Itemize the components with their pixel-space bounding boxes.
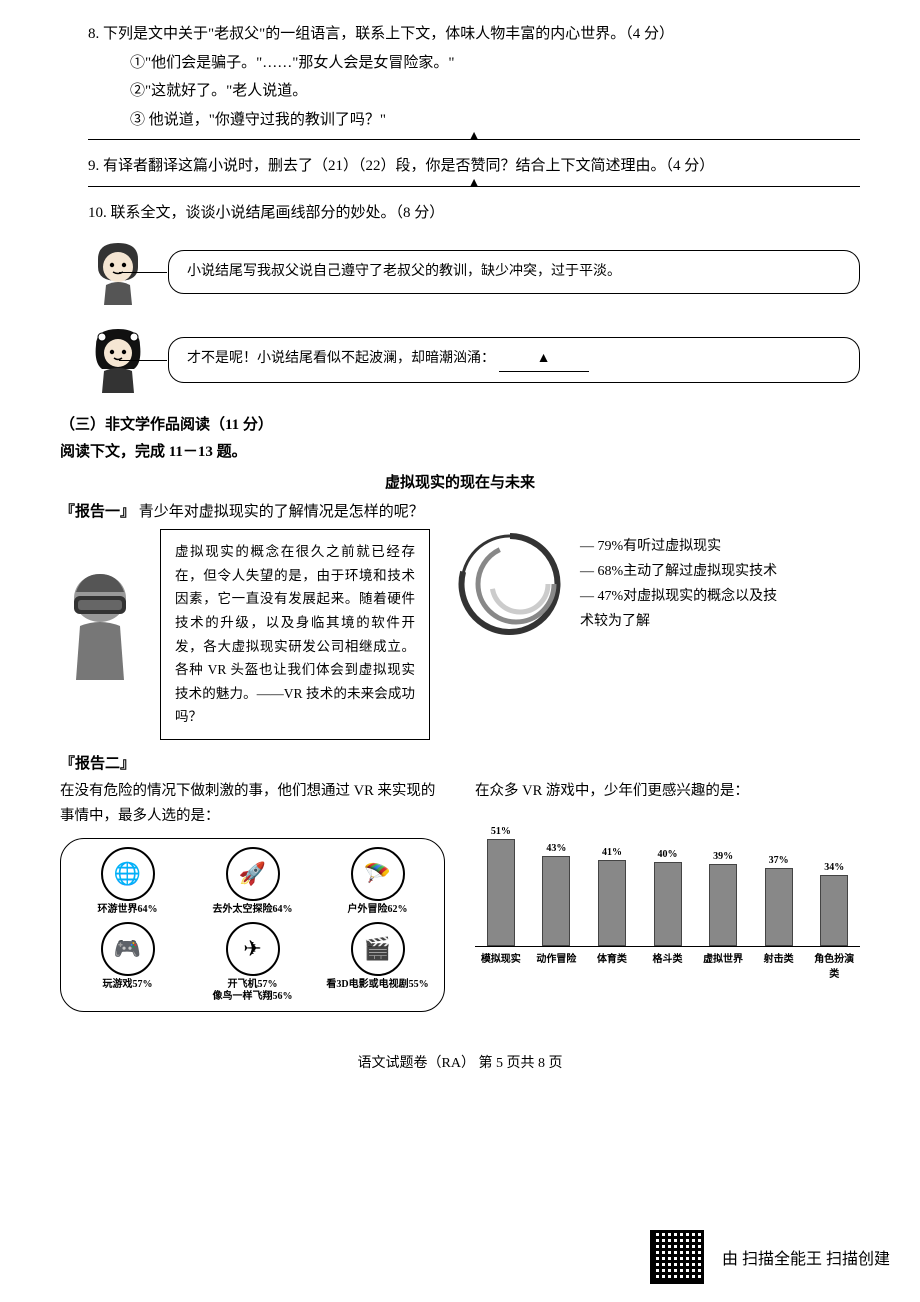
q9-stem: 9. 有译者翻译这篇小说时，删去了（21）（22）段，你是否赞同？结合上下文简述…: [60, 152, 860, 181]
bar-rect: [820, 875, 848, 946]
ring-chart-labels: 79%有听过虚拟现实 68%主动了解过虚拟现实技术 47%对虚拟现实的概念以及技…: [580, 534, 780, 635]
bar-item: 37%: [755, 855, 803, 945]
activity-label: 玩游戏57%: [67, 979, 188, 991]
activity-label: 去外太空探险64%: [192, 904, 313, 916]
qr-code-icon: [650, 1230, 704, 1284]
scan-footer: 由 扫描全能王 扫描创建: [650, 1230, 890, 1284]
page-footer: 语文试题卷（RA） 第 5 页共 8 页: [60, 1052, 860, 1072]
ring-label-3: 47%对虚拟现实的概念以及技术较为了解: [580, 584, 780, 634]
ring-label-2: 68%主动了解过虚拟现实技术: [580, 559, 780, 584]
bar-value-label: 40%: [658, 849, 678, 860]
bar-value-label: 37%: [769, 855, 789, 866]
ring-chart-block: 79%有听过虚拟现实 68%主动了解过虚拟现实技术 47%对虚拟现实的概念以及技…: [458, 529, 780, 639]
bubble-2-text: 才不是呢！小说结尾看似不起波澜，却暗潮汹涌：: [187, 351, 495, 366]
q8-line-1: ①"他们会是骗子。"……"那女人会是女冒险家。": [60, 49, 860, 78]
speech-row-1: 小说结尾写我叔父说自己遵守了老叔父的教训，缺少冲突，过于平淡。: [88, 237, 860, 307]
bar-category-label: 动作冒险: [533, 950, 581, 980]
q8-stem: 8. 下列是文中关于"老叔父"的一组语言，联系上下文，体味人物丰富的内心世界。（…: [60, 20, 860, 49]
q9-answer-line: ▲: [88, 185, 860, 187]
ring-label-1: 79%有听过虚拟现实: [580, 534, 780, 559]
scan-credit-text: 由 扫描全能王 扫描创建: [722, 1245, 890, 1269]
activity-cell: 🌐 环游世界64%: [67, 847, 188, 916]
bubble-1-text: 小说结尾写我叔父说自己遵守了老叔父的教训，缺少冲突，过于平淡。: [187, 264, 621, 279]
activity-icon: 🪂: [351, 847, 405, 901]
bar-item: 43%: [533, 843, 581, 946]
bar-item: 39%: [699, 851, 747, 946]
vr-intro-textbox: 虚拟现实的概念在很久之前就已经存在，但令人失望的是，由于环境和技术因素，它一直没…: [160, 529, 430, 740]
article-title: 虚拟现实的现在与未来: [60, 471, 860, 492]
vr-person-icon: [60, 560, 140, 710]
report-1-question: 青少年对虚拟现实的了解情况是怎样的呢？: [139, 504, 424, 520]
report-1-content: 虚拟现实的概念在很久之前就已经存在，但令人失望的是，由于环境和技术因素，它一直没…: [60, 529, 860, 740]
bar-value-label: 43%: [546, 843, 566, 854]
bar-rect: [598, 860, 626, 946]
activity-cell: ✈ 开飞机57% 像鸟一样飞翔56%: [192, 922, 313, 1003]
activity-icon: ✈: [226, 922, 280, 976]
bar-rect: [487, 839, 515, 946]
q8-line-2: ②"这就好了。"老人说道。: [60, 77, 860, 106]
bar-category-label: 模拟现实: [477, 950, 525, 980]
bar-item: 51%: [477, 826, 525, 946]
activity-label: 户外冒险62%: [317, 904, 438, 916]
speech-bubble-2: 才不是呢！小说结尾看似不起波澜，却暗潮汹涌： ▲: [168, 337, 860, 382]
bar-category-label: 角色扮演类: [810, 950, 858, 980]
bar-category-label: 虚拟世界: [699, 950, 747, 980]
question-8: 8. 下列是文中关于"老叔父"的一组语言，联系上下文，体味人物丰富的内心世界。（…: [60, 20, 860, 140]
activity-icon: 🎬: [351, 922, 405, 976]
report-2-label: 『报告二』: [60, 752, 860, 773]
bubble-2-blank: ▲: [499, 348, 589, 371]
section-3-sub: 阅读下文，完成 11－13 题。: [60, 440, 860, 461]
answer-marker-icon: ▲: [467, 124, 481, 151]
col1-intro: 在没有危险的情况下做刺激的事，他们想通过 VR 来实现的事情中，最多人选的是：: [60, 779, 445, 828]
speech-bubble-1: 小说结尾写我叔父说自己遵守了老叔父的教训，缺少冲突，过于平淡。: [168, 250, 860, 294]
bar-category-label: 体育类: [588, 950, 636, 980]
bar-item: 40%: [644, 849, 692, 946]
activity-label: 环游世界64%: [67, 904, 188, 916]
activity-label: 开飞机57% 像鸟一样飞翔56%: [192, 979, 313, 1003]
bar-rect: [709, 864, 737, 946]
bar-category-label: 格斗类: [644, 950, 692, 980]
bar-rect: [542, 856, 570, 946]
section-3-heading: （三）非文学作品阅读（11 分）: [60, 413, 860, 434]
q8-answer-line: ▲: [88, 138, 860, 140]
vr-intro-text: 虚拟现实的概念在很久之前就已经存在，但令人失望的是，由于环境和技术因素，它一直没…: [175, 544, 415, 724]
question-10: 10. 联系全文，谈谈小说结尾画线部分的妙处。（8 分） 小说结尾写我叔父说自己…: [60, 199, 860, 396]
activity-cell: 🎮 玩游戏57%: [67, 922, 188, 1003]
report-1-label: 『报告一』: [60, 504, 135, 520]
bar-value-label: 41%: [602, 847, 622, 858]
vr-activity-grid: 🌐 环游世界64% 🚀 去外太空探险64% 🪂 户外冒险62% 🎮 玩游戏57% ✈ 开飞机57%…: [60, 838, 445, 1012]
activity-icon: 🚀: [226, 847, 280, 901]
q8-line-3: ③ 他说道，"你遵守过我的教训了吗？": [60, 106, 860, 135]
bar-category-label: 射击类: [755, 950, 803, 980]
bar-value-label: 39%: [713, 851, 733, 862]
activity-cell: 🚀 去外太空探险64%: [192, 847, 313, 916]
bar-rect: [654, 862, 682, 946]
bar-item: 41%: [588, 847, 636, 946]
speech-row-2: 才不是呢！小说结尾看似不起波澜，却暗潮汹涌： ▲: [88, 325, 860, 395]
activity-cell: 🎬 看3D电影或电视剧55%: [317, 922, 438, 1003]
bar-value-label: 34%: [824, 862, 844, 873]
q10-stem: 10. 联系全文，谈谈小说结尾画线部分的妙处。（8 分）: [60, 199, 860, 228]
report-1-heading: 『报告一』 青少年对虚拟现实的了解情况是怎样的呢？: [60, 500, 860, 521]
report-2-col-right: 在众多 VR 游戏中，少年们更感兴趣的是： 51% 43% 41% 40% 39% 37%…: [475, 779, 860, 1012]
activity-label: 看3D电影或电视剧55%: [317, 979, 438, 991]
activity-icon: 🎮: [101, 922, 155, 976]
bar-value-label: 51%: [491, 826, 511, 837]
answer-marker-icon: ▲: [467, 171, 481, 198]
ring-chart-icon: [458, 529, 568, 639]
report-2-col-left: 在没有危险的情况下做刺激的事，他们想通过 VR 来实现的事情中，最多人选的是： …: [60, 779, 445, 1012]
bar-rect: [765, 868, 793, 945]
report-2-content: 在没有危险的情况下做刺激的事，他们想通过 VR 来实现的事情中，最多人选的是： …: [60, 779, 860, 1012]
bar-chart: 51% 43% 41% 40% 39% 37% 34% 模拟现实动作冒险体育类格斗类虚拟世界…: [475, 814, 860, 980]
col2-intro: 在众多 VR 游戏中，少年们更感兴趣的是：: [475, 779, 860, 804]
activity-icon: 🌐: [101, 847, 155, 901]
bar-item: 34%: [810, 862, 858, 946]
activity-cell: 🪂 户外冒险62%: [317, 847, 438, 916]
question-9: 9. 有译者翻译这篇小说时，删去了（21）（22）段，你是否赞同？结合上下文简述…: [60, 152, 860, 187]
